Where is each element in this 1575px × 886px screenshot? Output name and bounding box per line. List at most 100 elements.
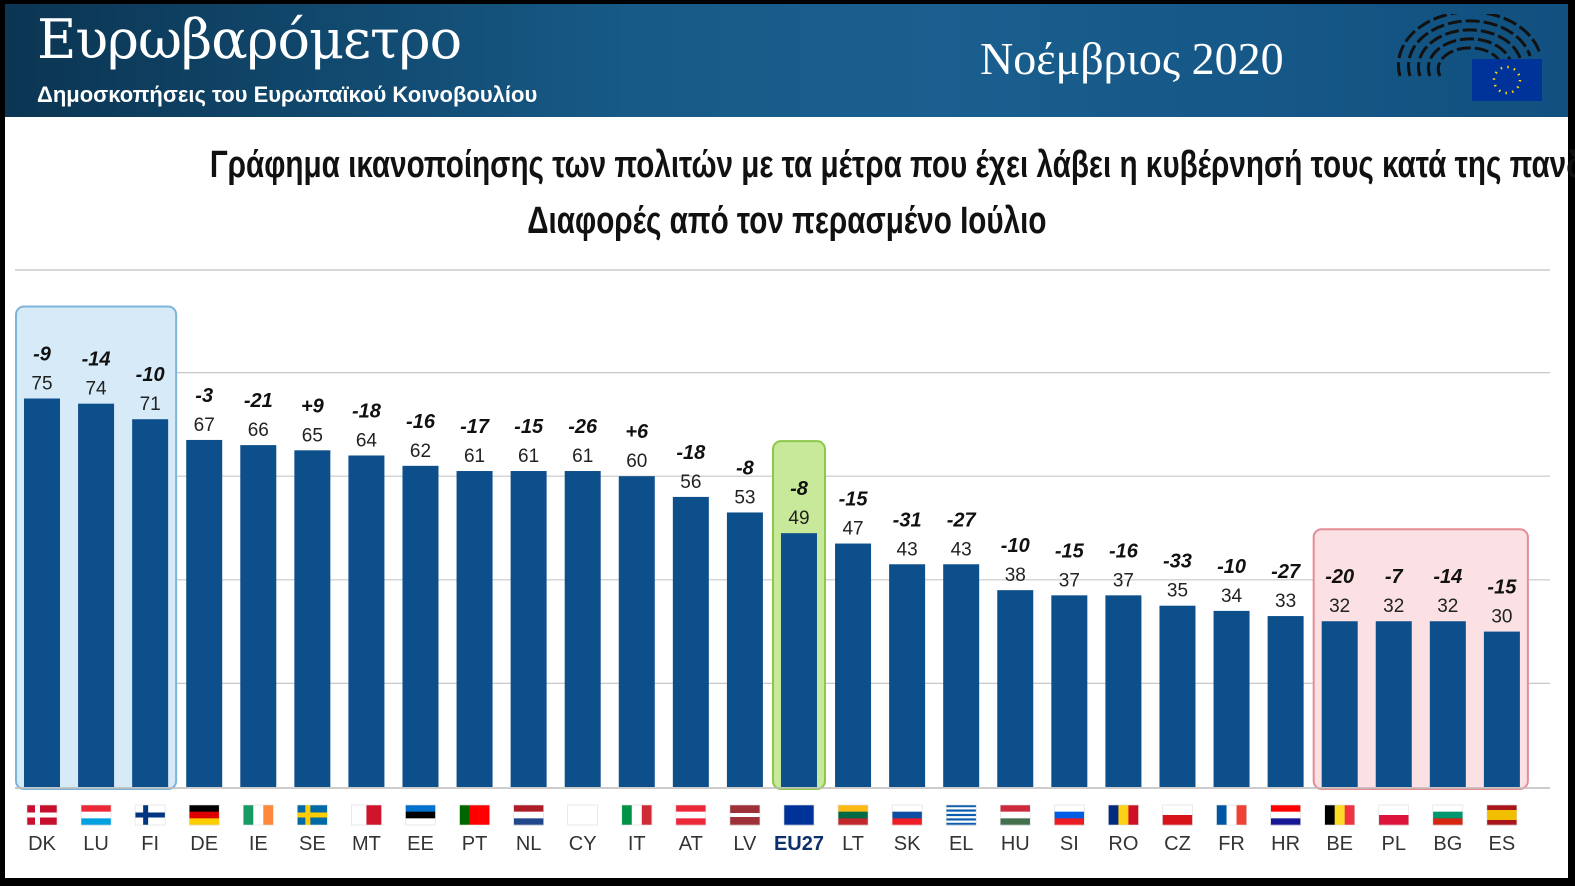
value-label: 65 — [302, 425, 323, 446]
bar-se — [294, 450, 331, 787]
bar-cz — [1159, 605, 1196, 787]
bar-mt — [348, 455, 385, 787]
flag-ee-icon — [405, 804, 436, 826]
change-label: -26 — [568, 416, 598, 438]
bar-eu27 — [780, 533, 817, 787]
flag-el-icon — [945, 804, 977, 826]
change-label: -10 — [1217, 556, 1246, 578]
category-label: LU — [83, 833, 109, 855]
bar-be — [1321, 621, 1358, 787]
value-label: 56 — [680, 472, 701, 493]
category-label: BE — [1326, 833, 1353, 855]
eu-flag-icon — [1472, 59, 1542, 101]
value-label: 30 — [1491, 607, 1512, 628]
category-label: LV — [733, 833, 757, 855]
brand-title: Ευρωβαρόμετρο — [37, 8, 462, 71]
bar-at — [672, 496, 709, 787]
change-label: -7 — [1385, 566, 1404, 588]
flag-es-icon — [1486, 804, 1518, 826]
value-label: 49 — [788, 508, 809, 529]
bar-ie — [240, 445, 277, 787]
bar-ro — [1105, 595, 1142, 787]
category-label: EE — [407, 833, 434, 855]
flag-bg-icon — [1432, 804, 1464, 826]
value-label: 66 — [248, 420, 269, 441]
chart-title-text: Γράφημα ικανοποίησης των πολιτών με τα μ… — [209, 144, 1575, 186]
slide: Ευρωβαρόμετρο Δημοσκοπήσεις του Ευρωπαϊκ… — [5, 4, 1575, 878]
change-label: -33 — [1163, 551, 1192, 573]
chart-subtitle-text: Διαφορές από τον περασμένο Ιούλιο — [526, 200, 1047, 242]
change-label: -14 — [1433, 566, 1462, 588]
value-label: 37 — [1113, 570, 1134, 591]
change-label: +9 — [301, 395, 325, 417]
flag-nl-icon — [513, 804, 544, 826]
category-label: IE — [249, 833, 268, 855]
category-label: PL — [1382, 833, 1406, 855]
change-label: -18 — [352, 400, 382, 422]
bar-pt — [456, 471, 493, 787]
change-label: -14 — [82, 349, 111, 371]
bar-el — [943, 564, 980, 787]
flag-ie-icon — [242, 804, 274, 826]
flag-ro-icon — [1108, 804, 1139, 826]
flag-hr-icon — [1270, 804, 1301, 826]
change-label: -15 — [1055, 540, 1085, 562]
change-label: +6 — [625, 421, 649, 443]
bar-it — [618, 476, 655, 787]
flag-fr-icon — [1216, 804, 1247, 826]
bar-nl — [510, 471, 547, 787]
value-label: 32 — [1383, 596, 1404, 617]
flag-be-icon — [1324, 804, 1355, 826]
value-label: 62 — [410, 441, 431, 462]
bar-bg — [1429, 621, 1466, 787]
flag-pt-icon — [459, 804, 490, 826]
flag-fi-icon — [134, 804, 166, 826]
flag-lv-icon — [729, 804, 761, 826]
change-label: -8 — [790, 478, 809, 500]
flag-se-icon — [297, 804, 328, 826]
value-label: 33 — [1275, 591, 1296, 612]
category-label: DE — [190, 833, 218, 855]
flag-dk-icon — [26, 804, 58, 826]
bar-hu — [997, 590, 1034, 787]
bar-lv — [726, 512, 763, 787]
change-label: -20 — [1325, 566, 1354, 588]
flag-eu27-icon — [783, 804, 815, 826]
change-label: -15 — [514, 416, 544, 438]
survey-date: Νοέμβριος 2020 — [980, 33, 1284, 84]
change-label: -3 — [195, 385, 213, 407]
change-label: -27 — [1271, 561, 1301, 583]
category-label: RO — [1108, 833, 1138, 855]
bar-sk — [889, 564, 926, 787]
value-label: 43 — [951, 539, 972, 560]
bar-fr — [1213, 610, 1250, 787]
flag-cz-icon — [1162, 804, 1193, 826]
category-label: SK — [894, 833, 921, 855]
brand-subtitle: Δημοσκοπήσεις του Ευρωπαϊκού Κοινοβουλίο… — [37, 82, 538, 107]
category-label: CZ — [1164, 833, 1191, 855]
change-label: -15 — [839, 489, 869, 511]
change-label: -9 — [33, 344, 52, 366]
chart-title: Γράφημα ικανοποίησης των πολιτών με τα μ… — [5, 144, 1575, 187]
value-label: 74 — [85, 379, 107, 400]
category-label: IT — [628, 833, 646, 855]
flag-si-icon — [1054, 804, 1085, 826]
category-label: AT — [679, 833, 703, 855]
category-label: NL — [516, 833, 542, 855]
flag-it-icon — [621, 804, 653, 826]
value-label: 60 — [626, 451, 647, 472]
category-label: HR — [1271, 833, 1300, 855]
value-label: 61 — [572, 446, 593, 467]
flag-de-icon — [188, 804, 220, 826]
value-label: 43 — [897, 539, 918, 560]
value-label: 61 — [464, 446, 485, 467]
change-label: -16 — [1109, 540, 1139, 562]
highlight-box — [1312, 528, 1529, 790]
bar-ee — [402, 465, 439, 787]
category-label: SI — [1060, 833, 1079, 855]
category-label: EL — [949, 833, 973, 855]
value-label: 35 — [1167, 581, 1188, 602]
value-label: 67 — [194, 415, 215, 436]
category-label: MT — [352, 833, 381, 855]
